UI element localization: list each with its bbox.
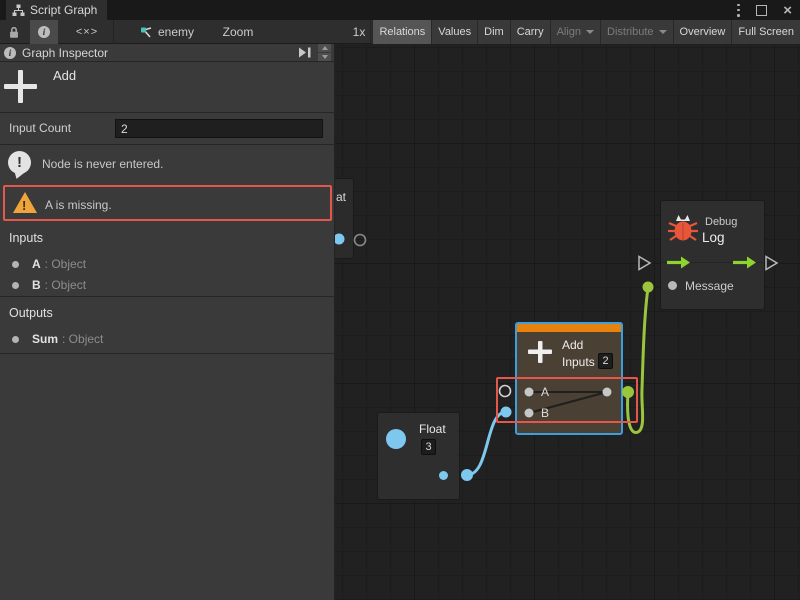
partial-node[interactable]: at [335,178,354,259]
port-bullet-icon [12,335,19,343]
node-title: Add [53,68,77,83]
control-out-port-triangle[interactable] [765,255,779,271]
speech-bubble-icon [8,151,31,174]
script-graph-asset-icon [141,27,152,38]
port-type: : Object [44,257,87,271]
input-port-a[interactable] [524,387,534,397]
toolbar-button-group: Relations Values Dim Carry Align Distrib… [372,20,800,44]
graph-inspector-panel: i Graph Inspector Add Input Count ! Node… [0,44,335,600]
code-icon: <×> [75,26,99,38]
input-count-label: Input Count [9,121,72,135]
chevron-down-icon [586,30,595,38]
graph-inspector-header: i Graph Inspector [0,44,335,62]
overview-button[interactable]: Overview [673,20,732,44]
graph-reference[interactable]: enemy [138,20,198,44]
error-highlight-box [496,377,638,423]
add-node-count-badge: 2 [598,353,613,369]
zoom-value: 1x [352,25,366,39]
float-value-field[interactable]: 3 [421,439,436,455]
inputs-header: Inputs [9,231,44,245]
port-name: B [32,278,41,292]
code-view-button[interactable]: <×> [62,20,112,44]
list-item-input-b: B : Object [0,276,335,294]
message-input-port[interactable] [668,281,677,290]
port-a-label: A [541,385,550,399]
float-output-port[interactable] [439,471,448,480]
dim-button[interactable]: Dim [478,20,510,44]
graph-canvas[interactable]: at Float 3 Add Inputs 2 A B [335,44,800,600]
wire-start-dot[interactable] [461,469,473,481]
relations-button[interactable]: Relations [373,20,432,44]
merge-port [602,387,612,397]
outputs-header: Outputs [9,306,53,320]
distribute-button[interactable]: Distribute [601,20,673,44]
align-button[interactable]: Align [550,20,601,44]
warning-triangle-icon [13,192,37,213]
port-b-label: B [541,406,550,420]
spinner-down-button[interactable] [318,53,331,61]
node-header-bar [517,324,621,332]
add-node-title-line2: Inputs [562,355,595,369]
window-maximize-icon[interactable] [756,4,768,16]
info-icon: i [38,26,50,38]
spinner-up-button[interactable] [318,44,331,52]
float-type-icon [386,429,406,449]
port-bullet-icon [12,260,19,268]
node-divider [661,262,764,263]
lock-icon [10,26,18,38]
graph-name-label: enemy [158,25,195,39]
partial-node-label: at [336,190,347,204]
list-item-output-sum: Sum : Object [0,330,335,348]
values-button[interactable]: Values [432,20,478,44]
float-node[interactable]: Float 3 [377,412,460,500]
graph-inspector-title: Graph Inspector [22,45,109,60]
port-bullet-icon [12,281,19,289]
add-node-port-graph [524,387,612,418]
float-node-title: Float [419,422,446,436]
graph-toolbar: i <×> enemy Zoom 1x Relations Values Dim… [0,20,800,57]
input-count-field[interactable] [115,119,323,138]
info-toggle-button[interactable]: i [30,20,58,44]
message-port-label: Message [685,279,734,293]
exclamation-glyph: ! [17,154,22,171]
graph-hierarchy-icon [12,4,25,16]
window-titlebar: Script Graph × [0,0,800,20]
panel-spinner [318,44,331,61]
full-screen-button[interactable]: Full Screen [732,20,800,44]
control-out-arrow-icon[interactable] [733,256,757,269]
chevron-down-icon [658,30,667,38]
tab-label: Script Graph [30,3,98,17]
control-in-arrow-icon[interactable] [667,256,691,269]
debug-node-title-line2: Log [702,230,725,245]
debug-log-node[interactable]: Debug Log Message [660,200,765,310]
input-port-b[interactable] [524,408,534,418]
lock-button[interactable] [0,20,28,44]
bug-icon [668,215,698,241]
add-node-title-line1: Add [562,338,584,352]
warning-message-box: ! A is missing. [3,185,332,221]
window-menu-icon[interactable] [737,3,740,17]
control-in-port-triangle[interactable] [638,255,652,271]
list-item-input-a: A : Object [0,255,335,273]
debug-node-title-line1: Debug [705,216,738,228]
port-type: : Object [62,332,104,346]
port-name: A [32,257,41,271]
warning-message-text: A is missing. [45,198,112,212]
chevron-down-icon [321,55,328,62]
message-wire-end-dot[interactable] [642,281,654,293]
dock-panel-icon[interactable] [298,47,312,58]
info-icon: i [4,46,16,59]
tab-script-graph[interactable]: Script Graph [6,0,108,20]
window-close-icon[interactable]: × [783,1,792,19]
zoom-label: Zoom [222,25,254,39]
chevron-up-icon [321,43,328,50]
exclamation-glyph: ! [22,198,27,213]
carry-button[interactable]: Carry [510,20,550,44]
port-name: Sum [32,332,59,346]
plus-icon [528,341,552,363]
info-message-text: Node is never entered. [42,157,164,171]
plus-icon [4,84,37,89]
unconnected-port-circle[interactable] [353,233,367,247]
port-type: : Object [44,278,87,292]
